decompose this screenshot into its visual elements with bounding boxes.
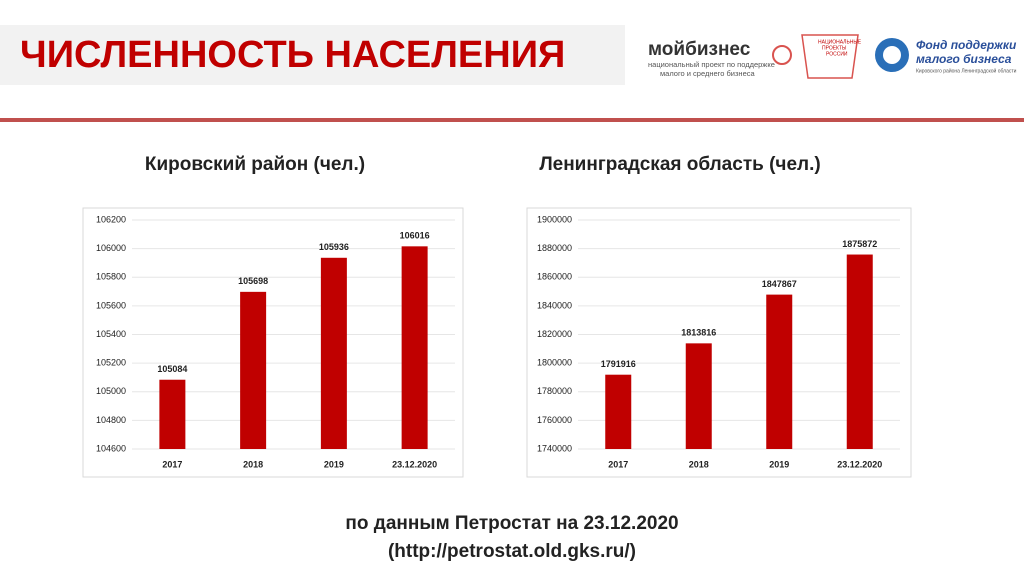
x-tick-label: 2018: [689, 459, 709, 469]
logo-text: Фонд поддержки: [916, 38, 1017, 52]
logo-text: ПРОЕКТЫ: [822, 45, 847, 51]
data-label: 106016: [400, 231, 430, 241]
x-tick-label: 2018: [243, 459, 263, 469]
y-tick-label: 1880000: [537, 243, 572, 253]
logo-icon: [883, 46, 901, 64]
bar: [320, 257, 347, 449]
data-label: 105936: [319, 242, 349, 252]
bar: [846, 254, 873, 449]
y-tick-label: 1800000: [537, 358, 572, 368]
y-tick-label: 105000: [96, 386, 126, 396]
y-tick-label: 1780000: [537, 386, 572, 396]
y-tick-label: 1840000: [537, 300, 572, 310]
bar: [766, 294, 793, 449]
logo-text: НАЦИОНАЛЬНЫЕ: [818, 39, 862, 45]
chart-frame: [82, 207, 464, 478]
slide-title: ЧИСЛЕННОСТЬ НАСЕЛЕНИЯ: [20, 34, 565, 76]
y-tick-label: 1820000: [537, 329, 572, 339]
x-tick-label: 2019: [769, 459, 789, 469]
y-tick-label: 1860000: [537, 272, 572, 282]
data-label: 1847867: [762, 279, 797, 289]
x-tick-label: 2019: [324, 459, 344, 469]
x-tick-label: 2017: [162, 459, 182, 469]
y-tick-label: 106000: [96, 243, 126, 253]
data-label: 1791916: [601, 359, 636, 369]
y-tick-label: 106200: [96, 214, 126, 224]
y-tick-label: 104800: [96, 415, 126, 425]
y-tick-label: 105400: [96, 329, 126, 339]
y-tick-label: 105600: [96, 300, 126, 310]
data-label: 1875872: [842, 239, 877, 249]
logo-text: малого бизнеса: [916, 52, 1012, 66]
y-tick-label: 105200: [96, 358, 126, 368]
bar: [240, 291, 267, 449]
header-band: [0, 25, 625, 85]
logo-icon: [772, 45, 792, 65]
bar: [605, 374, 632, 449]
y-tick-label: 105800: [96, 272, 126, 282]
logo-text: РОССИИ: [826, 51, 848, 57]
logo-text: малого и среднего бизнеса: [660, 69, 755, 78]
y-tick-label: 1900000: [537, 214, 572, 224]
logo-text: Кировского района Ленинградской области: [916, 67, 1017, 74]
x-tick-label: 23.12.2020: [392, 459, 437, 469]
y-tick-label: 1740000: [537, 443, 572, 453]
x-tick-label: 2017: [608, 459, 628, 469]
data-label: 105084: [157, 364, 187, 374]
bar: [159, 379, 186, 449]
logo-icon: [801, 34, 859, 79]
y-tick-label: 104600: [96, 443, 126, 453]
logo-text: мойбизнес: [648, 39, 751, 60]
chart-title: Ленинградская область (чел.): [539, 154, 820, 175]
chart-title: Кировский район (чел.): [145, 154, 365, 175]
divider: [0, 118, 1024, 122]
data-label: 105698: [238, 276, 268, 286]
y-tick-label: 1760000: [537, 415, 572, 425]
bar: [685, 343, 712, 449]
data-label: 1813816: [681, 328, 716, 338]
footer-text: (http://petrostat.old.gks.ru/): [388, 541, 636, 562]
x-tick-label: 23.12.2020: [837, 459, 882, 469]
logo-text: национальный проект по поддержке: [648, 60, 775, 69]
bar: [401, 246, 428, 449]
footer-text: по данным Петростат на 23.12.2020: [345, 513, 678, 534]
